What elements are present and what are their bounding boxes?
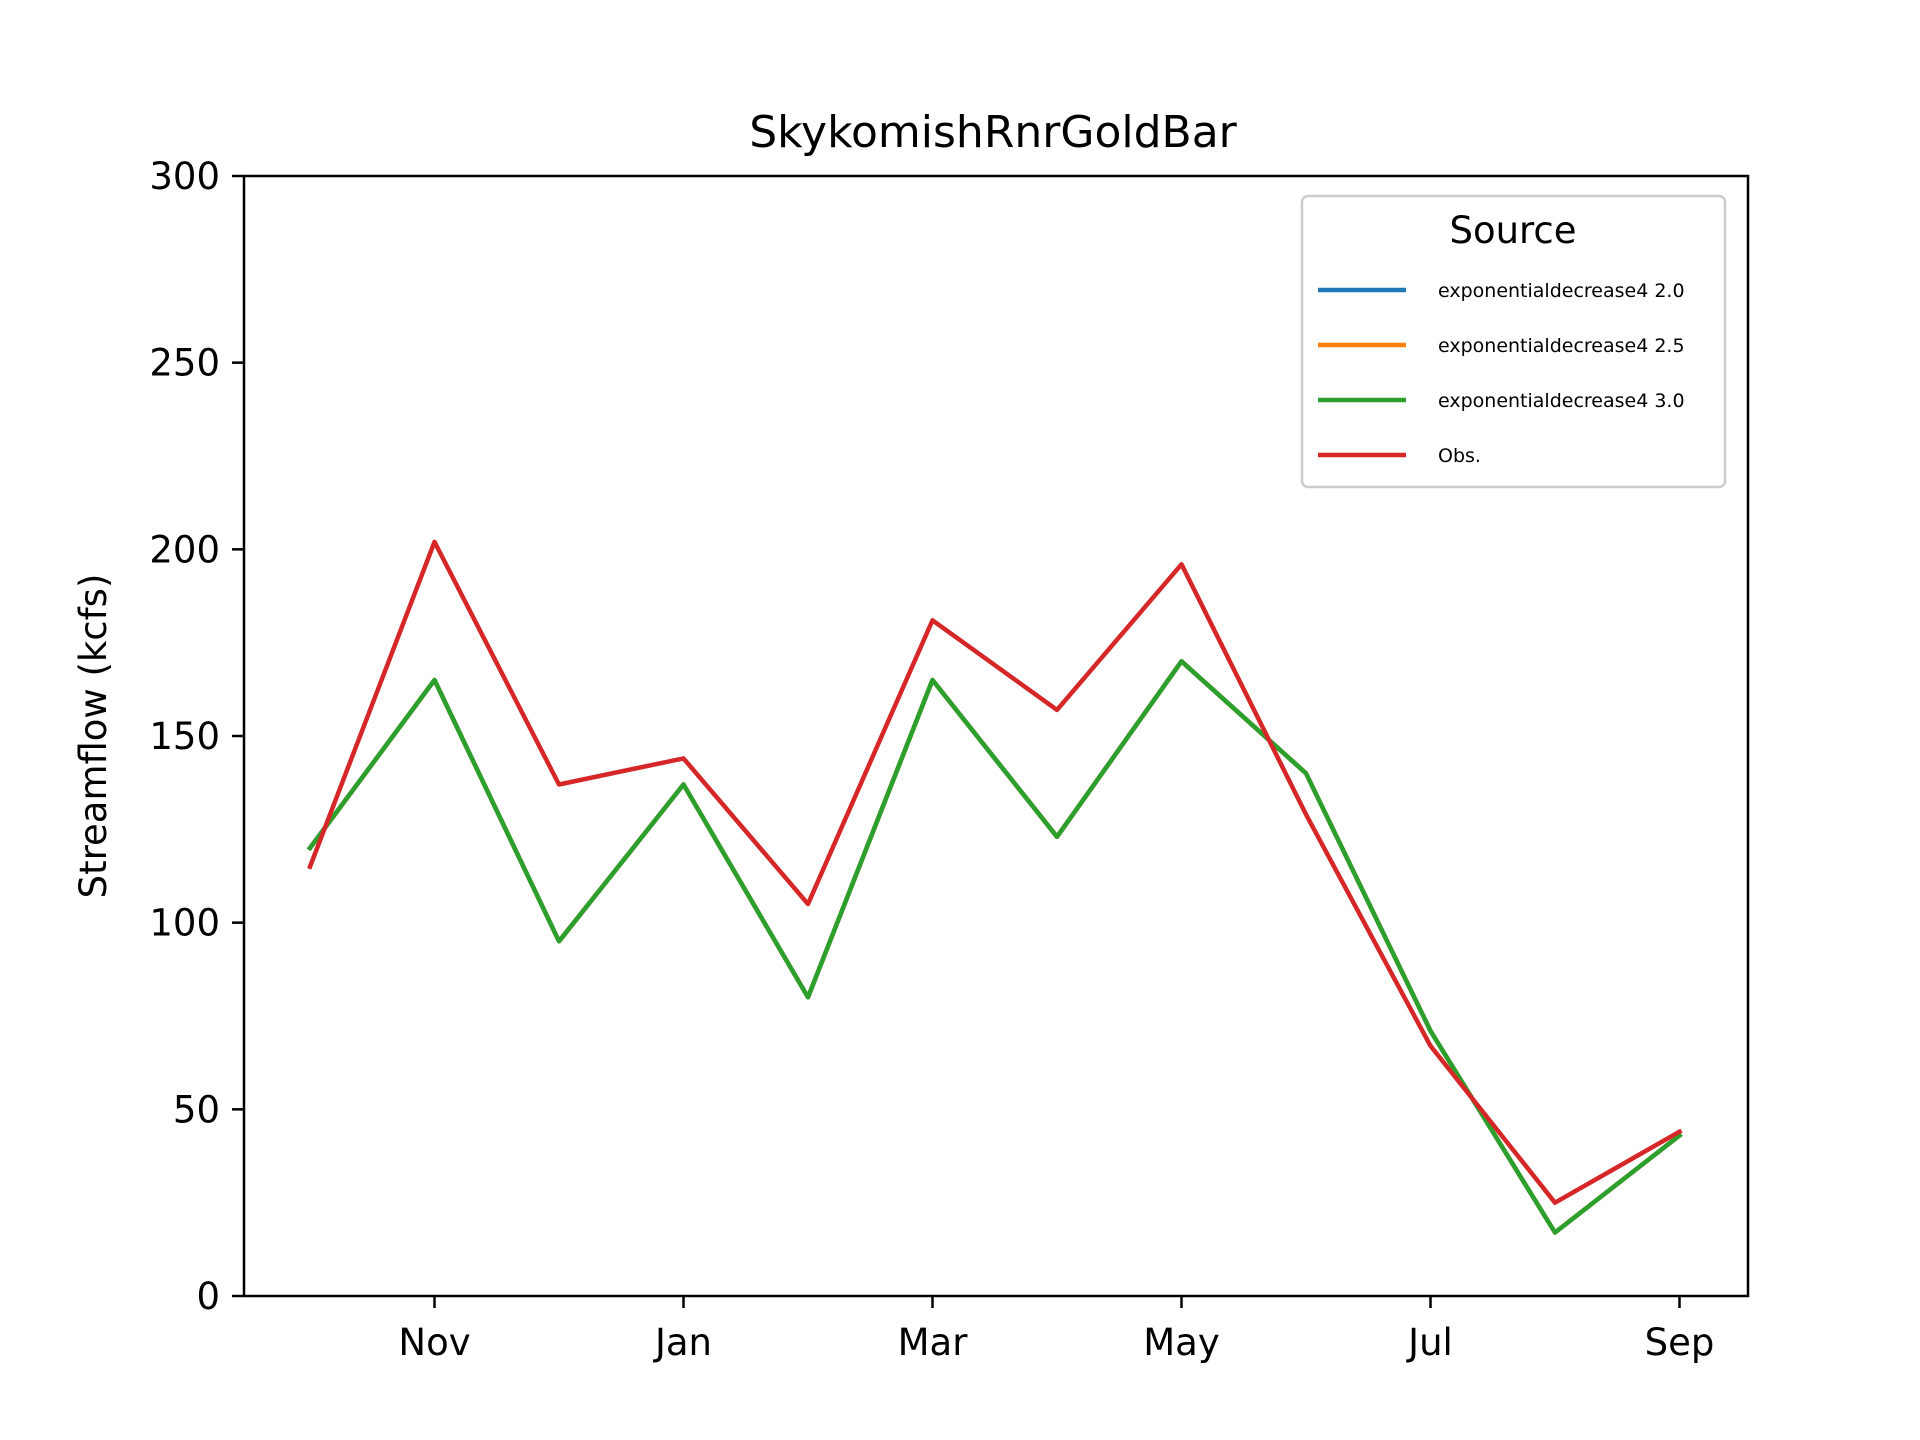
y-tick-label: 200 [149,528,220,571]
chart-title: SkykomishRnrGoldBar [749,107,1237,158]
x-tick-label: Sep [1645,1321,1715,1364]
legend: Source exponentialdecrease4 2.0 exponenti… [1300,194,1727,489]
y-tick-label: 50 [173,1088,220,1131]
x-axis-ticks: Nov Jan Mar May Jul Sep [398,1296,1714,1364]
series-line-4 [307,539,1683,1205]
legend-label: exponentialdecrease4 2.0 [1438,280,1685,302]
x-tick-label: Jan [653,1321,712,1364]
y-axis-label: Streamflow (kcfs) [72,574,115,899]
series-line-3 [306,659,1683,1235]
y-axis-ticks: 0 50 100 150 200 250 300 [149,155,244,1318]
legend-label: Obs. [1438,445,1481,467]
series-lines [306,539,1683,1235]
legend-label: exponentialdecrease4 2.5 [1438,335,1685,357]
legend-box [1300,194,1727,489]
y-tick-label: 300 [149,155,220,198]
x-tick-label: Nov [398,1321,470,1364]
x-tick-label: Mar [898,1321,969,1364]
y-tick-label: 250 [149,342,220,385]
plot-area-frame [242,174,1750,1298]
y-tick-label: 0 [196,1275,220,1318]
legend-label: exponentialdecrease4 3.0 [1438,390,1685,412]
x-tick-label: May [1143,1321,1220,1364]
legend-title: Source [1449,209,1576,252]
y-tick-label: 100 [149,902,220,945]
x-tick-label: Jul [1406,1321,1453,1364]
y-tick-label: 150 [149,715,220,758]
